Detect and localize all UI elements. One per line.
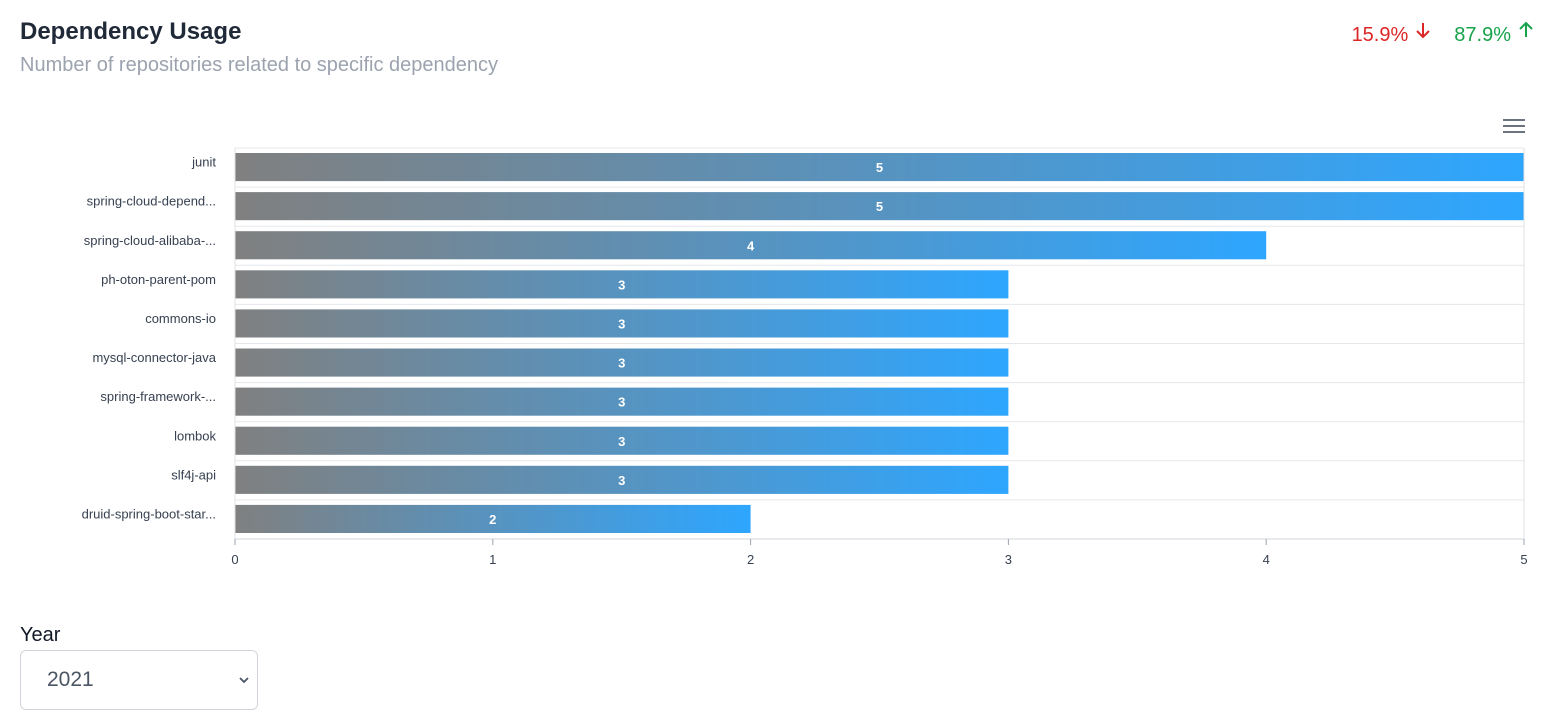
bar-data-label: 4 (747, 238, 755, 253)
chevron-down-icon (239, 677, 249, 684)
category-label: lombok (174, 428, 216, 443)
decrease-value: 15.9% (1351, 24, 1409, 46)
bar (235, 348, 1009, 377)
bar (235, 426, 1009, 455)
bar-data-label: 5 (876, 199, 883, 214)
bar (235, 270, 1009, 299)
decrease-stat: 15.9% (1352, 20, 1433, 47)
bar-data-label: 3 (618, 316, 625, 331)
page-title: Dependency Usage (20, 18, 242, 45)
bar-data-label: 3 (618, 277, 625, 292)
category-label: ph-oton-parent-pom (101, 272, 216, 287)
bar (235, 504, 751, 533)
bar (235, 231, 1267, 260)
year-select-value: 2021 (47, 668, 94, 691)
bar (235, 192, 1524, 221)
stats-group: 15.9% 87.9% (1352, 20, 1535, 47)
bar-data-label: 3 (618, 473, 625, 488)
x-tick-label: 0 (231, 552, 238, 567)
bar (235, 387, 1009, 416)
x-axis: junit spring-cloud-depend... spring-cloud-… (82, 148, 1528, 567)
category-label: spring-cloud-depend... (87, 194, 216, 209)
category-label: commons-io (145, 311, 216, 326)
x-tick-label: 2 (747, 552, 754, 567)
bar (235, 309, 1009, 338)
dependency-bar-chart: 5 5 4 3 3 3 3 3 3 2 junit spring-cloud-depend... sp… (82, 147, 1528, 567)
category-label: slf4j-api (171, 467, 216, 482)
bar-data-label: 3 (618, 395, 625, 410)
x-tick-label: 3 (1005, 552, 1012, 567)
category-label: junit (191, 155, 216, 170)
year-label: Year (20, 624, 61, 646)
bar-data-label: 3 (618, 356, 625, 371)
x-tick-label: 1 (489, 552, 496, 567)
category-label: mysql-connector-java (92, 350, 216, 365)
bar-data-label: 3 (618, 434, 625, 449)
page-subtitle: Number of repositories related to specif… (20, 54, 499, 76)
category-label: druid-spring-boot-star... (82, 506, 216, 521)
arrow-down-icon (1416, 23, 1430, 39)
hamburger-menu-icon[interactable] (1503, 117, 1525, 135)
category-label: spring-cloud-alibaba-... (84, 233, 216, 248)
year-select[interactable]: 2021 (20, 650, 258, 710)
bar-data-label: 2 (489, 512, 496, 527)
arrow-up-icon (1519, 21, 1533, 37)
bars: 5 5 4 3 3 3 3 3 3 2 (235, 153, 1524, 533)
bar (235, 465, 1009, 494)
increase-stat: 87.9% (1454, 20, 1535, 47)
bar-data-label: 5 (876, 160, 883, 175)
category-label: spring-framework-... (100, 389, 216, 404)
increase-value: 87.9% (1454, 24, 1511, 46)
bar (235, 153, 1524, 182)
x-tick-label: 4 (1263, 552, 1270, 567)
x-tick-label: 5 (1520, 552, 1527, 567)
